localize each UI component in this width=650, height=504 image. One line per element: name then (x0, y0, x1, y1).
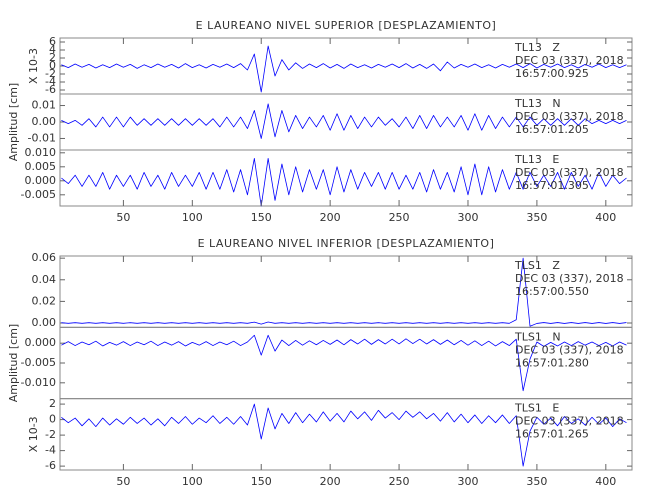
y-tick-label: 0 (49, 59, 56, 72)
y-tick-label: -4 (45, 75, 56, 88)
trace-annotation: DEC 03 (337), 2018 (515, 272, 624, 285)
trace (61, 158, 627, 207)
x-tick-label: 400 (595, 211, 616, 224)
x-tick-label: 250 (389, 475, 410, 488)
y-tick-label: -2 (45, 428, 56, 441)
trace (61, 45, 627, 93)
x-tick-label: 200 (320, 475, 341, 488)
panel-frame (59, 149, 633, 207)
y-tick-label: 0.01 (32, 99, 57, 112)
station-label: TLS1 N (514, 330, 561, 343)
station-label: TL13 Z (514, 41, 560, 54)
chart-title: E LAUREANO NIVEL INFERIOR [DESPLAZAMIENT… (198, 237, 495, 250)
y-tick-label: 6 (49, 35, 56, 48)
trace (61, 257, 627, 327)
trace-annotation: 16:57:00.550 (515, 285, 589, 298)
y-tick-label: 0.00 (32, 316, 57, 329)
y-tick-label: 2 (49, 397, 56, 410)
trace-annotation: DEC 03 (337), 2018 (515, 110, 624, 123)
x-tick-label: 150 (251, 475, 272, 488)
trace-annotation: 16:57:00.925 (515, 67, 589, 80)
trace (61, 103, 627, 139)
y-tick-label: 0.010 (25, 146, 57, 159)
chart-title: E LAUREANO NIVEL SUPERIOR [DESPLAZAMIENT… (196, 19, 497, 32)
trace-annotation: DEC 03 (337), 2018 (515, 343, 624, 356)
y-tick-label: 0.06 (32, 251, 57, 264)
y-tick-label: -0.010 (21, 376, 56, 389)
y-tick-label: -0.01 (28, 131, 56, 144)
station-label: TL13 N (514, 97, 561, 110)
y-tick-label: -6 (45, 83, 56, 96)
panel-frame (59, 398, 633, 471)
y-tick-label: 4 (49, 43, 56, 56)
x-tick-label: 350 (526, 475, 547, 488)
trace-annotation: DEC 03 (337), 2018 (515, 166, 624, 179)
x-tick-label: 350 (526, 211, 547, 224)
x-tick-label: 300 (457, 475, 478, 488)
x-tick-label: 300 (457, 211, 478, 224)
x-tick-label: 100 (182, 211, 203, 224)
y-tick-label: 2 (49, 51, 56, 64)
y-tick-label: -6 (45, 459, 56, 472)
station-label: TLS1 E (514, 402, 559, 415)
x-tick-label: 50 (116, 475, 130, 488)
y-tick-label: -2 (45, 67, 56, 80)
trace-annotation: DEC 03 (337), 2018 (515, 415, 624, 428)
y-axis-label: Amplitud [cm] (7, 83, 20, 161)
x-tick-label: 400 (595, 475, 616, 488)
y-tick-label: 0.04 (32, 273, 57, 286)
y-tick-label: -4 (45, 444, 56, 457)
station-label: TL13 E (514, 153, 559, 166)
x-tick-label: 250 (389, 211, 410, 224)
y-axis-label: Amplitud [cm] (7, 324, 20, 402)
x-tick-label: 200 (320, 211, 341, 224)
station-label: TLS1 Z (514, 259, 560, 272)
trace (61, 334, 627, 392)
x-tick-label: 50 (116, 211, 130, 224)
y-tick-label: 0.000 (25, 174, 57, 187)
y-tick-label: 0.005 (25, 160, 57, 173)
trace-annotation: 16:57:01.205 (515, 123, 589, 136)
y-tick-label: -0.005 (21, 356, 56, 369)
trace-annotation: 16:57:01.280 (515, 356, 589, 369)
trace-annotation: DEC 03 (337), 2018 (515, 54, 624, 67)
scale-label: X 10-3 (27, 48, 40, 84)
x-tick-label: 150 (251, 211, 272, 224)
y-tick-label: 0.02 (32, 294, 57, 307)
x-tick-label: 100 (182, 475, 203, 488)
y-tick-label: -0.005 (21, 188, 56, 201)
scale-label: X 10-3 (27, 416, 40, 452)
y-tick-label: 0 (49, 413, 56, 426)
trace-annotation: 16:57:01.265 (515, 428, 589, 441)
trace-annotation: 16:57:01.305 (515, 179, 589, 192)
y-tick-label: 0.00 (32, 115, 57, 128)
trace (61, 403, 627, 467)
y-tick-label: 0.000 (25, 336, 57, 349)
